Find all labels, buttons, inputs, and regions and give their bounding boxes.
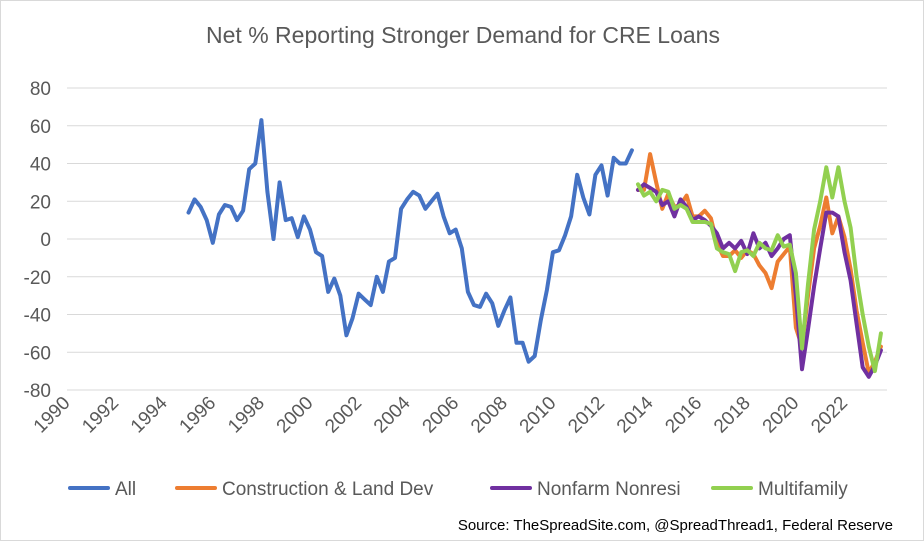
y-tick-label: 0	[40, 230, 51, 251]
y-tick-label: -80	[24, 381, 51, 402]
series-line-multifamily	[636, 165, 883, 374]
x-tick-label: 2020	[759, 393, 804, 438]
x-tick-label: 2010	[516, 393, 561, 438]
legend-item-construction-land-dev: Construction & Land Dev	[175, 479, 434, 500]
x-tick-label: 2008	[467, 393, 512, 438]
y-tick-label: 40	[30, 155, 51, 176]
y-tick-label: 20	[30, 192, 51, 213]
y-tick-label: -20	[24, 268, 51, 289]
legend-item-multifamily: Multifamily	[711, 479, 848, 500]
legend-label: All	[115, 479, 136, 500]
legend-label: Multifamily	[758, 479, 848, 500]
legend-label: Nonfarm Nonresi	[537, 479, 681, 500]
y-tick-label: -40	[24, 306, 51, 327]
x-tick-label: 2022	[807, 393, 852, 438]
x-tick-label: 2016	[661, 393, 706, 438]
x-tick-label: 2002	[321, 393, 366, 438]
x-tick-label: 2012	[564, 393, 609, 438]
x-tick-label: 1992	[78, 393, 123, 438]
series-line-all	[186, 118, 634, 364]
x-tick-label: 2018	[710, 393, 755, 438]
x-tick-label: 1996	[176, 393, 221, 438]
x-tick-label: 2000	[273, 393, 318, 438]
chart-title: Net % Reporting Stronger Demand for CRE …	[206, 22, 720, 48]
y-tick-label: 80	[30, 79, 51, 100]
y-axis-labels: 80 60 40 20 0 -20 -40 -60 -80	[24, 79, 51, 402]
legend-item-all: All	[68, 479, 136, 500]
grid-layer	[67, 87, 887, 391]
series-line-nonfarm-nonresi	[636, 182, 883, 379]
x-tick-label: 1998	[224, 393, 269, 438]
legend-label: Construction & Land Dev	[222, 479, 434, 500]
x-tick-label: 2006	[419, 393, 464, 438]
legend-item-nonfarm-nonresi: Nonfarm Nonresi	[490, 479, 681, 500]
source-note: Source: TheSpreadSite.com, @SpreadThread…	[458, 517, 893, 534]
x-axis-labels: 1990 1992 1994 1996 1998 2000 2002 2004 2006 2008…	[30, 392, 852, 437]
x-tick-label: 2004	[370, 392, 415, 437]
series-line-construction-land-dev	[636, 152, 883, 375]
series-layer	[186, 118, 883, 379]
x-tick-label: 2014	[613, 392, 658, 437]
x-tick-label: 1994	[127, 392, 172, 437]
legend: All Construction & Land Dev Nonfarm Nonres…	[68, 479, 848, 500]
y-tick-label: -60	[24, 343, 51, 364]
y-tick-label: 60	[30, 117, 51, 138]
